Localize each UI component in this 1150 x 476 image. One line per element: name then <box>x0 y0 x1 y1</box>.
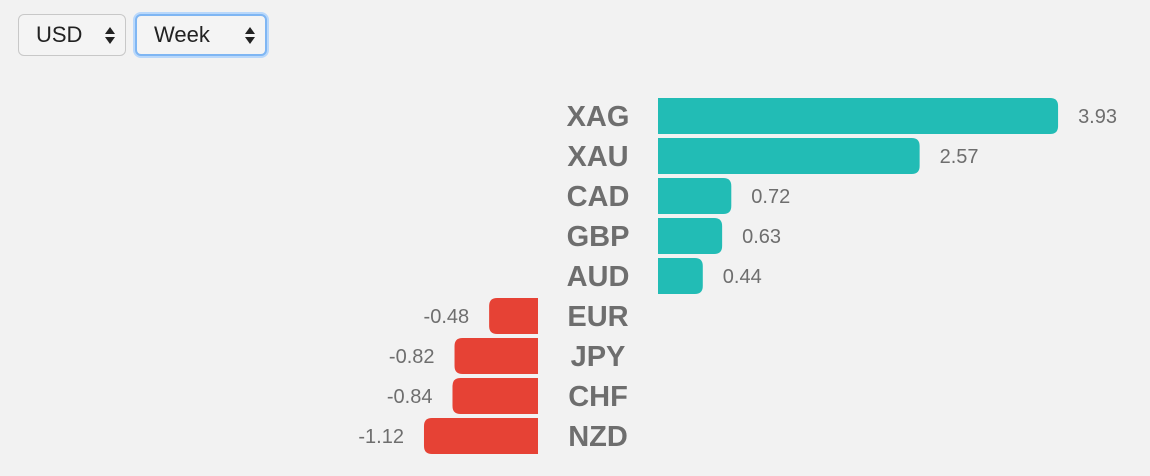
value-label: 0.63 <box>742 226 781 248</box>
bar <box>658 138 920 174</box>
category-label: GBP <box>567 221 630 253</box>
bar-row-aud: AUD 0.44 <box>567 258 762 294</box>
category-label: XAU <box>567 141 628 173</box>
bar-row-chf: CHF -0.84 <box>387 378 628 414</box>
bar-row-gbp: GBP 0.63 <box>567 218 781 254</box>
bar <box>658 218 723 254</box>
bar <box>658 258 703 294</box>
bar <box>658 98 1059 134</box>
category-label: CHF <box>568 381 628 413</box>
currency-select-value: USD <box>36 22 83 47</box>
updown-arrows-icon <box>243 26 257 44</box>
period-select-value: Week <box>154 22 210 47</box>
bar <box>658 178 732 214</box>
bar <box>452 378 538 414</box>
value-label: -1.12 <box>358 426 404 448</box>
value-label: 3.93 <box>1078 106 1117 128</box>
bar-row-jpy: JPY -0.82 <box>389 338 625 374</box>
category-label: JPY <box>571 341 626 373</box>
category-label: NZD <box>568 421 628 453</box>
category-label: CAD <box>567 181 630 213</box>
bar <box>423 418 538 454</box>
value-label: 0.44 <box>723 266 762 288</box>
period-select[interactable]: Week <box>135 14 267 56</box>
value-label: -0.48 <box>424 306 470 328</box>
bar-row-xau: XAU 2.57 <box>567 138 979 174</box>
updown-arrows-icon <box>103 26 117 44</box>
bar-row-cad: CAD 0.72 <box>567 178 790 214</box>
category-label: AUD <box>567 261 630 293</box>
category-label: EUR <box>567 301 628 333</box>
value-label: -0.84 <box>387 386 433 408</box>
bar-row-nzd: NZD -1.12 <box>358 418 628 454</box>
value-label: 2.57 <box>940 146 979 168</box>
bar-row-eur: EUR -0.48 <box>424 298 629 334</box>
value-label: -0.82 <box>389 346 435 368</box>
bar <box>489 298 538 334</box>
bar-row-xag: XAG 3.93 <box>567 98 1117 134</box>
bar <box>454 338 538 374</box>
currency-select[interactable]: USD <box>18 14 126 56</box>
value-label: 0.72 <box>751 186 790 208</box>
filter-controls: USD Week <box>18 14 267 56</box>
category-label: XAG <box>567 101 630 133</box>
